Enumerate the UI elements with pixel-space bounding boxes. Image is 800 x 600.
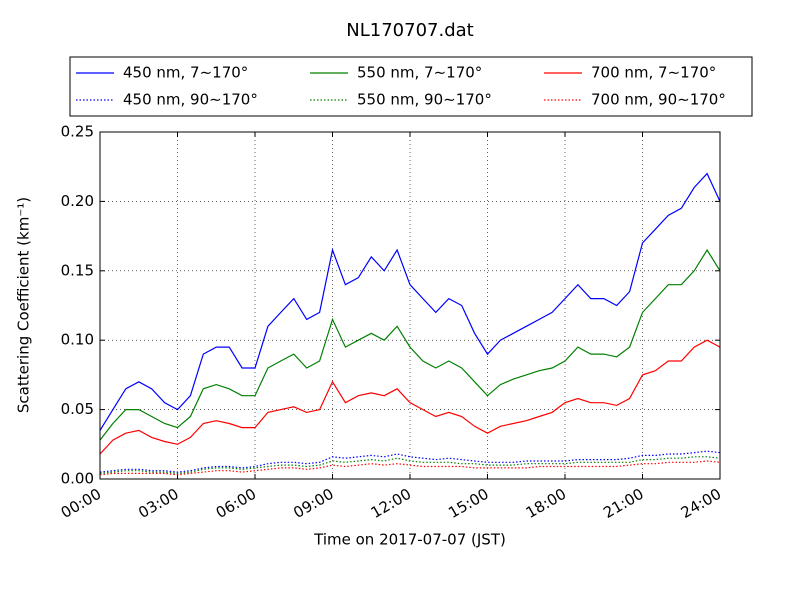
y-tick-label: 0.15 xyxy=(61,261,94,279)
y-tick-label: 0.05 xyxy=(61,400,94,418)
x-axis-label: Time on 2017-07-07 (JST) xyxy=(313,531,506,549)
data-line xyxy=(99,339,721,455)
data-line xyxy=(99,456,721,475)
chart-title: NL170707.dat xyxy=(346,20,473,41)
data-line xyxy=(99,248,721,441)
legend-label: 550 nm, 7∼170° xyxy=(357,64,482,82)
legend-box xyxy=(69,56,753,117)
y-tick-label: 0.25 xyxy=(61,123,94,141)
plot-frame xyxy=(99,131,721,480)
y-tick-label: 0.20 xyxy=(61,192,94,210)
legend-label: 700 nm, 90∼170° xyxy=(591,91,726,109)
y-tick-label: 0.10 xyxy=(61,331,94,349)
legend-label: 700 nm, 7∼170° xyxy=(591,64,716,82)
y-axis-label: Scattering Coefficient (km⁻¹) xyxy=(15,197,33,413)
legend-label: 450 nm, 7∼170° xyxy=(123,64,248,82)
legend-label: 450 nm, 90∼170° xyxy=(123,91,258,109)
y-tick-label: 0.00 xyxy=(61,470,94,488)
data-line xyxy=(99,172,721,431)
legend-label: 550 nm, 90∼170° xyxy=(357,91,492,109)
data-line xyxy=(99,460,721,476)
